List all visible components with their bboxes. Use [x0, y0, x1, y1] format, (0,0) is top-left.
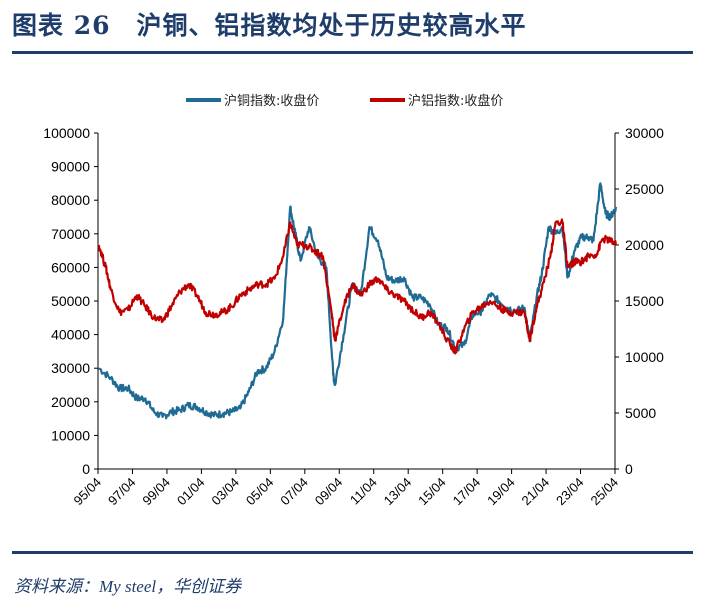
top-rule — [12, 51, 693, 54]
x-tick-label: 95/04 — [71, 475, 105, 509]
left-tick-label: 70000 — [51, 226, 90, 242]
source-note: 资料来源：My steel，华创证券 — [14, 577, 242, 596]
left-tick-label: 80000 — [51, 192, 90, 208]
figure-title: 图表 26 沪铜、铝指数均处于历史较高水平 — [12, 11, 527, 40]
x-tick-label: 21/04 — [519, 475, 553, 509]
series-line-aluminum — [97, 218, 617, 355]
x-tick-label: 05/04 — [243, 475, 277, 509]
left-tick-label: 40000 — [51, 327, 90, 343]
right-tick-label: 30000 — [625, 125, 664, 141]
left-tick-label: 50000 — [51, 293, 90, 309]
x-tick-label: 11/04 — [347, 475, 380, 508]
x-tick-label: 23/04 — [553, 475, 587, 509]
series-line-copper — [98, 182, 617, 420]
right-tick-label: 20000 — [625, 237, 664, 253]
legend-label-1: 沪铝指数:收盘价 — [408, 93, 503, 109]
right-tick-label: 5000 — [625, 405, 656, 421]
x-tick-label: 17/04 — [450, 475, 484, 509]
left-tick-label: 0 — [82, 461, 90, 477]
x-tick-label: 19/04 — [484, 475, 518, 509]
right-tick-label: 0 — [625, 461, 633, 477]
x-tick-label: 13/04 — [381, 475, 415, 509]
left-tick-label: 100000 — [43, 125, 90, 141]
x-tick-label: 09/04 — [312, 475, 346, 509]
left-tick-label: 60000 — [51, 259, 90, 275]
bottom-rule — [12, 551, 693, 554]
right-tick-label: 25000 — [625, 181, 664, 197]
legend-label-0: 沪铜指数:收盘价 — [224, 93, 319, 109]
x-tick-label: 97/04 — [105, 475, 139, 509]
x-tick-label: 99/04 — [139, 475, 173, 509]
left-tick-label: 90000 — [51, 159, 90, 175]
x-tick-label: 07/04 — [277, 475, 311, 509]
right-tick-label: 15000 — [625, 293, 664, 309]
left-tick-label: 30000 — [51, 360, 90, 376]
right-tick-label: 10000 — [625, 349, 664, 365]
x-tick-label: 25/04 — [588, 475, 622, 509]
left-tick-label: 20000 — [51, 394, 90, 410]
x-tick-label: 01/04 — [174, 475, 208, 509]
x-tick-label: 15/04 — [415, 475, 449, 509]
left-tick-label: 10000 — [51, 427, 90, 443]
x-tick-label: 03/04 — [208, 475, 242, 509]
